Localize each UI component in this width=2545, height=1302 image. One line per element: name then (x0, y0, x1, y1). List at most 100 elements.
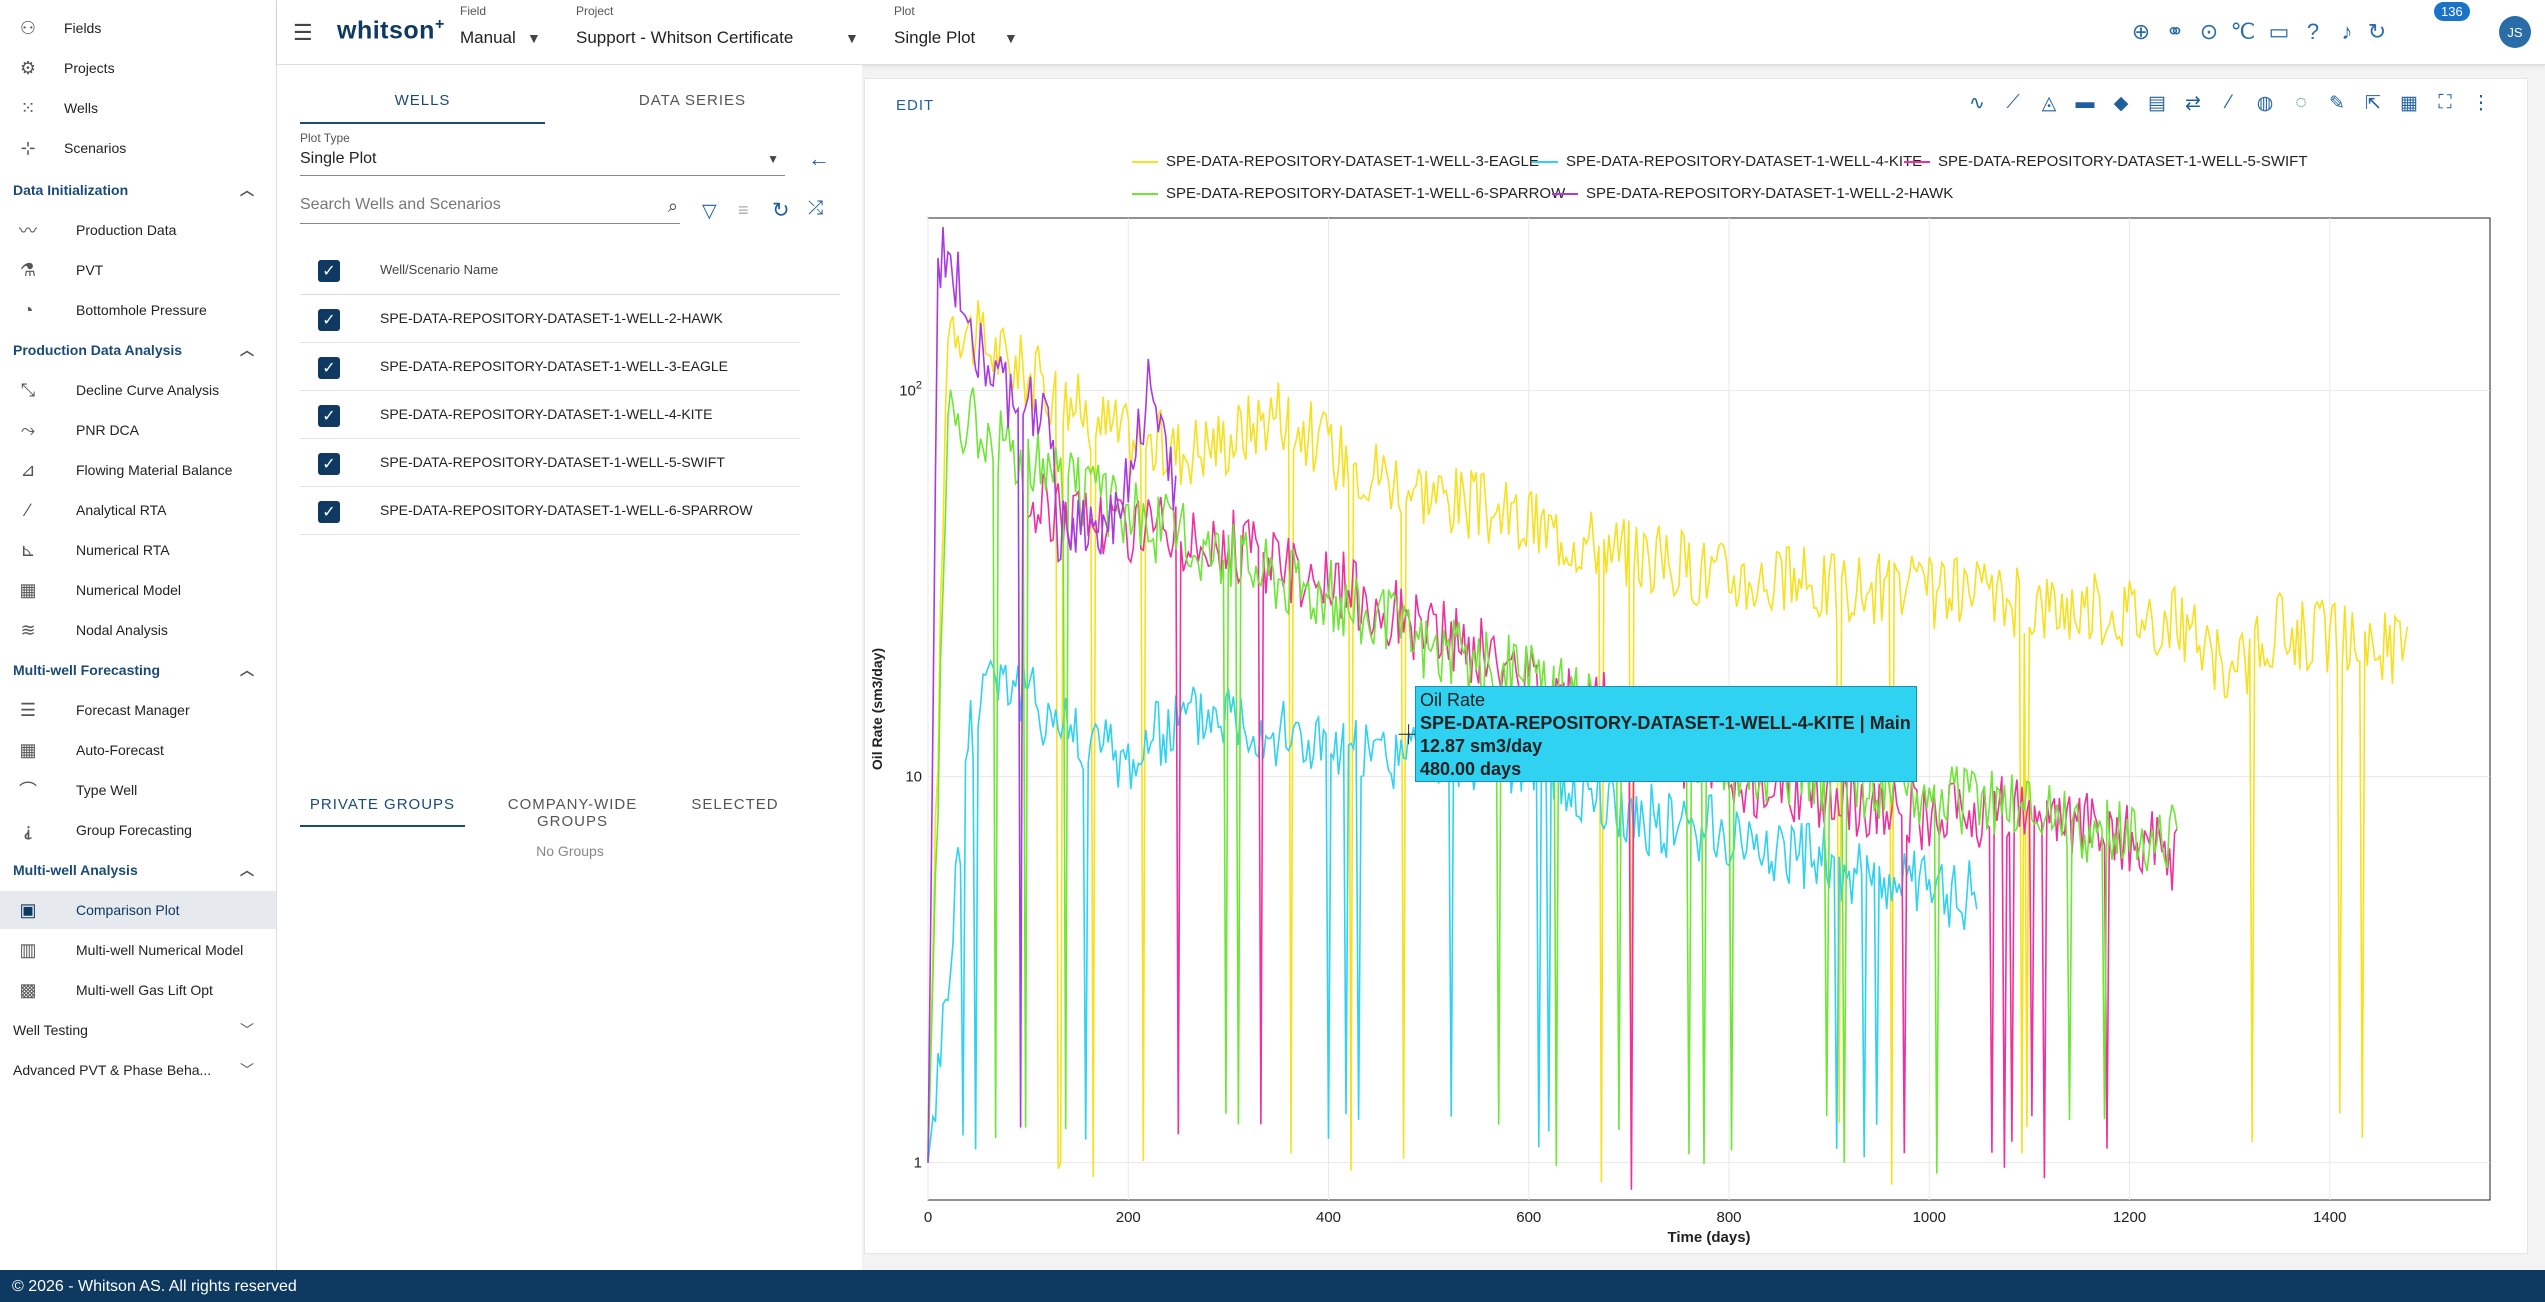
well-checkbox[interactable]: ✓ (318, 501, 340, 523)
sidebar-item-group-forecasting[interactable]: ⸘ Group Forecasting (0, 811, 276, 849)
x-tick-label: 1200 (2113, 1209, 2146, 1226)
menu-icon[interactable]: ☰ (293, 20, 313, 45)
link-icon[interactable]: ⚭ (2165, 19, 2185, 44)
sidebar-item-analytical-rta[interactable]: ∕ Analytical RTA (0, 491, 276, 529)
sidebar-item-projects[interactable]: ⚙ Projects (0, 49, 276, 87)
hide-icon[interactable]: ◌ (2295, 92, 2307, 113)
edit-button[interactable]: EDIT (896, 97, 935, 114)
table-row[interactable] (300, 343, 800, 391)
sidebar-item-numerical-rta[interactable]: ⊾ Numerical RTA (0, 531, 276, 569)
sidebar-item-auto-forecast[interactable]: ▦ Auto-Forecast (0, 731, 276, 769)
slash-icon[interactable]: ⁄ (2227, 92, 2231, 113)
sidebar-section-collapsed-0[interactable]: Well Testing ﹀ (0, 1011, 276, 1049)
sidebar-section-1[interactable]: Production Data Analysis ︿ (0, 331, 276, 369)
clear-filter-icon[interactable]: ⤮ (808, 198, 824, 219)
sidebar-item-nodal-analysis[interactable]: ≋ Nodal Analysis (0, 611, 276, 649)
sidebar-item-multi-well-numerical-model[interactable]: ▥ Multi-well Numerical Model (0, 931, 276, 969)
project-label: Project (576, 4, 614, 18)
download-icon[interactable]: ⊙ (2199, 19, 2219, 44)
document-icon[interactable]: ▤ (2148, 92, 2166, 114)
sidebar-item-numerical-model[interactable]: ▦ Numerical Model (0, 571, 276, 609)
tab-private-groups[interactable]: PRIVATE GROUPS (309, 796, 456, 813)
temperature-unit-icon[interactable]: ℃ (2230, 19, 2256, 44)
tab-company-wide-groups[interactable]: COMPANY-WIDE GROUPS (507, 796, 638, 830)
sidebar-section-2[interactable]: Multi-well Forecasting ︿ (0, 651, 276, 689)
module-icon: ▩ (19, 979, 37, 1000)
globe-icon[interactable]: ⊕ (2131, 19, 2151, 44)
curve-icon[interactable]: ∿ (1969, 92, 1985, 114)
well-checkbox[interactable]: ✓ (318, 357, 340, 379)
project-caret-icon[interactable]: ▼ (845, 30, 859, 46)
sidebar-item-flowing-material-balance[interactable]: ⊿ Flowing Material Balance (0, 451, 276, 489)
avatar[interactable]: JS (2499, 16, 2531, 48)
sidebar-item-bottomhole-pressure[interactable]: ◔ Bottomhole Pressure (0, 291, 276, 329)
sidebar-item-label: Nodal Analysis (76, 622, 168, 638)
header-divider (300, 294, 840, 295)
module-icon: ▣ (19, 899, 37, 920)
search-input[interactable]: Search Wells and Scenarios ⌕ (300, 196, 680, 224)
palette-icon[interactable]: ◍ (2256, 92, 2274, 114)
feedback-icon[interactable]: ▭ (2268, 19, 2290, 44)
well-checkbox[interactable]: ✓ (318, 405, 340, 427)
table-row[interactable] (300, 487, 800, 535)
sidebar-item-label: Decline Curve Analysis (76, 382, 220, 398)
fullscreen-icon[interactable]: ⛶ (2438, 92, 2452, 113)
sidebar-item-type-well[interactable]: ⌒ Type Well (0, 771, 276, 809)
collapse-panel-icon[interactable]: ← (808, 146, 830, 171)
tab-selected[interactable]: SELECTED (691, 796, 779, 813)
legend-label: SPE-DATA-REPOSITORY-DATASET-1-WELL-2-HAW… (1586, 185, 1954, 202)
legend-item[interactable]: SPE-DATA-REPOSITORY-DATASET-1-WELL-6-SPA… (1132, 185, 1565, 202)
sidebar-item-label: Numerical Model (76, 582, 182, 598)
legend-label: SPE-DATA-REPOSITORY-DATASET-1-WELL-5-SWI… (1938, 153, 2308, 170)
table-row[interactable] (300, 295, 800, 343)
area-icon[interactable]: ◬ (2041, 92, 2057, 114)
more-icon[interactable]: ⋮ (2471, 92, 2491, 114)
well-checkbox[interactable]: ✓ (318, 453, 340, 475)
legend-item[interactable]: SPE-DATA-REPOSITORY-DATASET-1-WELL-4-KIT… (1532, 153, 1922, 170)
storage-icon[interactable]: ▬ (2075, 92, 2095, 113)
tab-data-series[interactable]: DATA SERIES (638, 92, 747, 109)
legend-label: SPE-DATA-REPOSITORY-DATASET-1-WELL-3-EAG… (1166, 153, 1539, 170)
reload-icon[interactable]: ↻ (772, 199, 790, 222)
select-all-checkbox[interactable]: ✓ (318, 260, 340, 282)
swap-icon[interactable]: ⇄ (2185, 92, 2201, 114)
table-row[interactable] (300, 439, 800, 487)
sidebar-section-0[interactable]: Data Initialization ︿ (0, 171, 276, 209)
sidebar-item-forecast-manager[interactable]: ☰ Forecast Manager (0, 691, 276, 729)
annotate-icon[interactable]: ✎ (2329, 92, 2345, 114)
help-icon[interactable]: ? (2306, 19, 2320, 44)
table-icon[interactable]: ▦ (2400, 92, 2418, 114)
legend-item[interactable]: SPE-DATA-REPOSITORY-DATASET-1-WELL-2-HAW… (1552, 185, 1953, 202)
line-fit-icon[interactable]: ⟋ (2006, 92, 2020, 113)
table-row[interactable] (300, 391, 800, 439)
sidebar-item-fields[interactable]: ⚇ Fields (0, 9, 276, 47)
sidebar-item-scenarios[interactable]: ⊹ Scenarios (0, 129, 276, 167)
tab-wells[interactable]: WELLS (394, 92, 451, 109)
tooltip-value: 12.87 sm3/day (1420, 736, 1543, 756)
plot-select[interactable]: Single Plot (894, 28, 976, 47)
sort-icon[interactable]: ≡ (738, 200, 749, 220)
field-caret-icon[interactable]: ▼ (527, 30, 541, 46)
sidebar-item-decline-curve-analysis[interactable]: ⤡ Decline Curve Analysis (0, 371, 276, 409)
notifications-icon[interactable]: ♪ (2341, 19, 2353, 44)
sidebar-item-wells[interactable]: ⁙ Wells (0, 89, 276, 127)
sidebar-item-pnr-dca[interactable]: ⤳ PNR DCA (0, 411, 276, 449)
sidebar-item-label: Analytical RTA (76, 502, 167, 518)
legend-item[interactable]: SPE-DATA-REPOSITORY-DATASET-1-WELL-3-EAG… (1132, 153, 1539, 170)
legend-item[interactable]: SPE-DATA-REPOSITORY-DATASET-1-WELL-5-SWI… (1904, 153, 2308, 170)
sidebar-item-comparison-plot[interactable]: ▣ Comparison Plot (0, 891, 276, 929)
sidebar-section-collapsed-1[interactable]: Advanced PVT & Phase Beha... ﹀ (0, 1051, 276, 1089)
sidebar-section-3[interactable]: Multi-well Analysis ︿ (0, 851, 276, 889)
paint-icon[interactable]: ◆ (2113, 92, 2129, 114)
plot-caret-icon[interactable]: ▼ (1004, 30, 1018, 46)
sidebar-item-production-data[interactable]: 〰 Production Data (0, 211, 276, 249)
well-checkbox[interactable]: ✓ (318, 309, 340, 331)
refresh-icon[interactable]: ↻ (2367, 19, 2387, 44)
field-select[interactable]: Manual (460, 28, 516, 47)
sidebar-item-pvt[interactable]: ⚗ PVT (0, 251, 276, 289)
project-select[interactable]: Support - Whitson Certificate (576, 28, 794, 47)
sidebar-item-multi-well-gas-lift-opt[interactable]: ▩ Multi-well Gas Lift Opt (0, 971, 276, 1009)
plot-type-select[interactable]: Single Plot ▼ (300, 150, 785, 176)
export-icon[interactable]: ⇱ (2365, 92, 2381, 114)
filter-icon[interactable]: ▽ (702, 201, 717, 222)
